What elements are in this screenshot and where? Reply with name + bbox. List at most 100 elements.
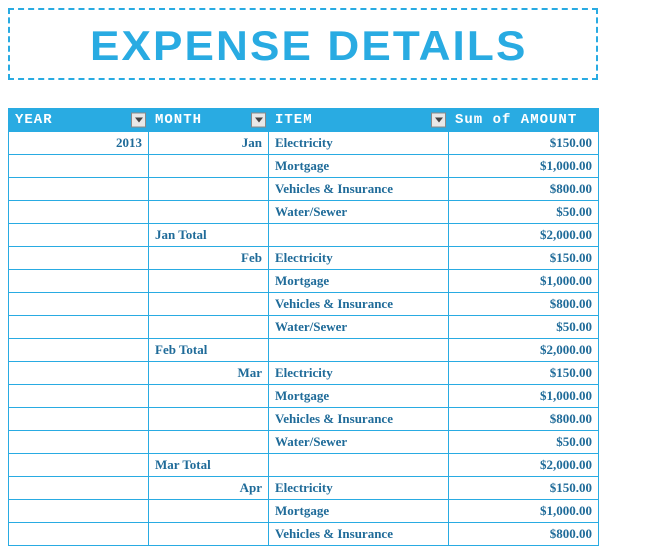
table-row: Water/Sewer$50.00 [9, 431, 599, 454]
header-month[interactable]: MONTH [149, 109, 269, 132]
cell-year [9, 316, 149, 339]
cell-item: Vehicles & Insurance [269, 408, 449, 431]
expense-table: YEAR MONTH ITEM Sum of AMOUNT [8, 108, 599, 546]
cell-item: Vehicles & Insurance [269, 293, 449, 316]
cell-month: Mar Total [149, 454, 269, 477]
cell-year [9, 408, 149, 431]
cell-amount: $2,000.00 [449, 224, 599, 247]
cell-amount: $2,000.00 [449, 454, 599, 477]
cell-month: Apr [149, 477, 269, 500]
page-title: EXPENSE DETAILS [90, 22, 600, 70]
cell-year [9, 293, 149, 316]
cell-year [9, 477, 149, 500]
cell-item [269, 224, 449, 247]
cell-amount: $150.00 [449, 362, 599, 385]
table-row: FebElectricity$150.00 [9, 247, 599, 270]
table-row: Mortgage$1,000.00 [9, 270, 599, 293]
cell-item: Mortgage [269, 385, 449, 408]
filter-dropdown-icon[interactable] [431, 113, 446, 128]
header-year[interactable]: YEAR [9, 109, 149, 132]
cell-year [9, 454, 149, 477]
cell-amount: $150.00 [449, 477, 599, 500]
cell-amount: $50.00 [449, 201, 599, 224]
cell-month: Feb Total [149, 339, 269, 362]
cell-year [9, 523, 149, 546]
table-row: Vehicles & Insurance$800.00 [9, 408, 599, 431]
table-row: Vehicles & Insurance$800.00 [9, 178, 599, 201]
cell-year: 2013 [9, 132, 149, 155]
cell-amount: $800.00 [449, 293, 599, 316]
cell-amount: $2,000.00 [449, 339, 599, 362]
cell-month: Jan [149, 132, 269, 155]
cell-item [269, 339, 449, 362]
table-row: MarElectricity$150.00 [9, 362, 599, 385]
table-row: Vehicles & Insurance$800.00 [9, 523, 599, 546]
cell-month [149, 523, 269, 546]
cell-item: Electricity [269, 362, 449, 385]
cell-item: Water/Sewer [269, 316, 449, 339]
table-row: Water/Sewer$50.00 [9, 316, 599, 339]
cell-month [149, 293, 269, 316]
table-row: Water/Sewer$50.00 [9, 201, 599, 224]
cell-item: Water/Sewer [269, 201, 449, 224]
cell-item: Mortgage [269, 155, 449, 178]
header-month-label: MONTH [155, 112, 202, 128]
table-row: Jan Total $2,000.00 [9, 224, 599, 247]
cell-amount: $800.00 [449, 178, 599, 201]
filter-dropdown-icon[interactable] [131, 113, 146, 128]
cell-amount: $800.00 [449, 523, 599, 546]
header-row: YEAR MONTH ITEM Sum of AMOUNT [9, 109, 599, 132]
cell-amount: $1,000.00 [449, 270, 599, 293]
cell-year [9, 362, 149, 385]
cell-month [149, 431, 269, 454]
cell-month: Feb [149, 247, 269, 270]
cell-amount: $1,000.00 [449, 155, 599, 178]
header-item[interactable]: ITEM [269, 109, 449, 132]
cell-month [149, 316, 269, 339]
cell-amount: $800.00 [449, 408, 599, 431]
header-year-label: YEAR [15, 112, 53, 128]
cell-year [9, 270, 149, 293]
cell-item: Vehicles & Insurance [269, 523, 449, 546]
cell-amount: $50.00 [449, 316, 599, 339]
table-row: Mortgage$1,000.00 [9, 385, 599, 408]
cell-year [9, 339, 149, 362]
cell-year [9, 247, 149, 270]
cell-item: Water/Sewer [269, 431, 449, 454]
header-amount[interactable]: Sum of AMOUNT [449, 109, 599, 132]
cell-item: Vehicles & Insurance [269, 178, 449, 201]
cell-month [149, 270, 269, 293]
cell-amount: $1,000.00 [449, 385, 599, 408]
cell-year [9, 155, 149, 178]
cell-month: Jan Total [149, 224, 269, 247]
title-container: EXPENSE DETAILS [8, 8, 598, 80]
cell-year [9, 431, 149, 454]
cell-year [9, 224, 149, 247]
table-row: Vehicles & Insurance$800.00 [9, 293, 599, 316]
cell-year [9, 178, 149, 201]
table-row: Feb Total $2,000.00 [9, 339, 599, 362]
cell-year [9, 201, 149, 224]
table-row: AprElectricity$150.00 [9, 477, 599, 500]
cell-item: Mortgage [269, 270, 449, 293]
cell-item: Electricity [269, 477, 449, 500]
cell-item [269, 454, 449, 477]
cell-item: Electricity [269, 247, 449, 270]
cell-amount: $150.00 [449, 247, 599, 270]
cell-amount: $50.00 [449, 431, 599, 454]
cell-month [149, 408, 269, 431]
cell-month: Mar [149, 362, 269, 385]
cell-year [9, 385, 149, 408]
cell-month [149, 385, 269, 408]
table-body: 2013JanElectricity$150.00Mortgage$1,000.… [9, 132, 599, 546]
header-item-label: ITEM [275, 112, 313, 128]
table-row: 2013JanElectricity$150.00 [9, 132, 599, 155]
cell-month [149, 155, 269, 178]
table-row: Mar Total $2,000.00 [9, 454, 599, 477]
cell-item: Electricity [269, 132, 449, 155]
cell-month [149, 178, 269, 201]
cell-amount: $150.00 [449, 132, 599, 155]
table-row: Mortgage$1,000.00 [9, 155, 599, 178]
filter-dropdown-icon[interactable] [251, 113, 266, 128]
header-amount-label: Sum of AMOUNT [455, 112, 577, 128]
